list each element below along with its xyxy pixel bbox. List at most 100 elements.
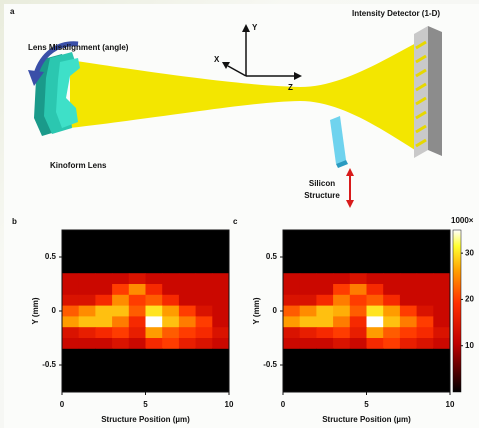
heatmap-cell xyxy=(350,241,367,252)
heatmap-cell xyxy=(350,316,367,327)
x-tick-label: 0 xyxy=(281,400,286,409)
heatmap-cell xyxy=(146,262,163,273)
heatmap-cell xyxy=(383,230,400,241)
heatmap-cell xyxy=(196,360,213,371)
figure: a Lens Misalignment (angle) Kinoform Len… xyxy=(0,0,479,428)
heatmap-cell xyxy=(383,306,400,317)
heatmap-cell xyxy=(79,262,96,273)
heatmap-cell xyxy=(400,370,417,381)
heatmap-cell xyxy=(333,306,350,317)
heatmap-cell xyxy=(283,338,300,349)
heatmap-cell xyxy=(196,230,213,241)
heatmap-cell xyxy=(367,273,384,284)
heatmap-cell xyxy=(95,370,112,381)
heatmap-cell xyxy=(146,230,163,241)
heatmap-cell xyxy=(162,230,179,241)
heatmap-cell xyxy=(433,273,450,284)
heatmap-cell xyxy=(179,360,196,371)
heatmap-cell xyxy=(62,381,79,392)
heatmap-cell xyxy=(212,349,229,360)
heatmap-cell xyxy=(179,252,196,263)
heatmap-cell xyxy=(316,360,333,371)
heatmap-cell xyxy=(129,316,146,327)
heatmap-cell xyxy=(179,327,196,338)
heatmap-cell xyxy=(112,252,129,263)
heatmap-cell xyxy=(112,338,129,349)
heatmap-cell xyxy=(129,241,146,252)
colorbar-tick-label: 30 xyxy=(465,248,474,257)
heatmap-cell xyxy=(417,338,434,349)
heatmap-cell xyxy=(316,338,333,349)
heatmap-cell xyxy=(383,241,400,252)
heatmap-cell xyxy=(95,284,112,295)
heatmap-cell xyxy=(350,349,367,360)
heatmap-cell xyxy=(367,360,384,371)
heatmap-cell xyxy=(417,381,434,392)
heatmap-cell xyxy=(95,316,112,327)
heatmap-cell xyxy=(129,360,146,371)
colorbar-tick-label: 10 xyxy=(465,341,474,350)
heatmap-cell xyxy=(300,230,317,241)
heatmap-cell xyxy=(79,273,96,284)
heatmap-cell xyxy=(300,284,317,295)
heatmap-cell xyxy=(162,370,179,381)
heatmap-cell xyxy=(129,295,146,306)
heatmap-cell xyxy=(333,327,350,338)
structure-label: Structure xyxy=(304,191,340,200)
heatmap-cell xyxy=(112,381,129,392)
heatmap-cell xyxy=(129,230,146,241)
heatmap-cell xyxy=(350,284,367,295)
heatmap-cell xyxy=(95,273,112,284)
x-axis-label: Structure Position (µm) xyxy=(322,415,411,424)
heatmap-cell xyxy=(367,230,384,241)
heatmap-cell xyxy=(62,273,79,284)
heatmap-cell xyxy=(112,273,129,284)
heatmap-cell xyxy=(283,316,300,327)
heatmap-cell xyxy=(79,284,96,295)
heatmap-cell xyxy=(112,360,129,371)
heatmap-cell xyxy=(79,316,96,327)
heatmap-cell xyxy=(95,295,112,306)
heatmap-cell xyxy=(129,273,146,284)
heatmap-cell xyxy=(333,360,350,371)
heatmap-cell xyxy=(196,327,213,338)
heatmap-cell xyxy=(162,381,179,392)
heatmap-cell xyxy=(179,349,196,360)
heatmap-cell xyxy=(333,381,350,392)
heatmap-cell xyxy=(367,381,384,392)
heatmap-cell xyxy=(146,370,163,381)
heatmap-cell xyxy=(350,230,367,241)
heatmap-cell xyxy=(62,316,79,327)
heatmap-cell xyxy=(383,252,400,263)
heatmap-cell xyxy=(316,306,333,317)
heatmap-cell xyxy=(433,295,450,306)
heatmap-cell xyxy=(283,327,300,338)
panel-label: a xyxy=(10,7,15,16)
heatmap-cell xyxy=(417,262,434,273)
panel-label: c xyxy=(233,217,238,226)
heatmap-cell xyxy=(162,338,179,349)
heatmap-cell xyxy=(162,273,179,284)
intensity-detector xyxy=(414,26,442,158)
heatmap-cell xyxy=(79,306,96,317)
heatmap-cell xyxy=(162,284,179,295)
heatmap-cell xyxy=(400,241,417,252)
heatmap-cell xyxy=(316,284,333,295)
heatmap-cell xyxy=(79,327,96,338)
heatmap-cell xyxy=(367,370,384,381)
heatmap-cell xyxy=(196,273,213,284)
heatmap-cell xyxy=(333,316,350,327)
heatmap-cell xyxy=(196,262,213,273)
x-tick-label: 10 xyxy=(446,400,455,409)
panel-label: b xyxy=(12,217,17,226)
y-tick-label: 0 xyxy=(273,306,278,315)
heatmap-cell xyxy=(179,241,196,252)
heatmap-cell xyxy=(316,273,333,284)
heatmap-cell xyxy=(383,316,400,327)
y-tick-label: 0.5 xyxy=(266,252,278,261)
y-tick-label: 0 xyxy=(52,306,57,315)
heatmap-cell xyxy=(179,306,196,317)
heatmap-cell xyxy=(79,230,96,241)
heatmap-cell xyxy=(300,273,317,284)
heatmap-cell xyxy=(433,338,450,349)
